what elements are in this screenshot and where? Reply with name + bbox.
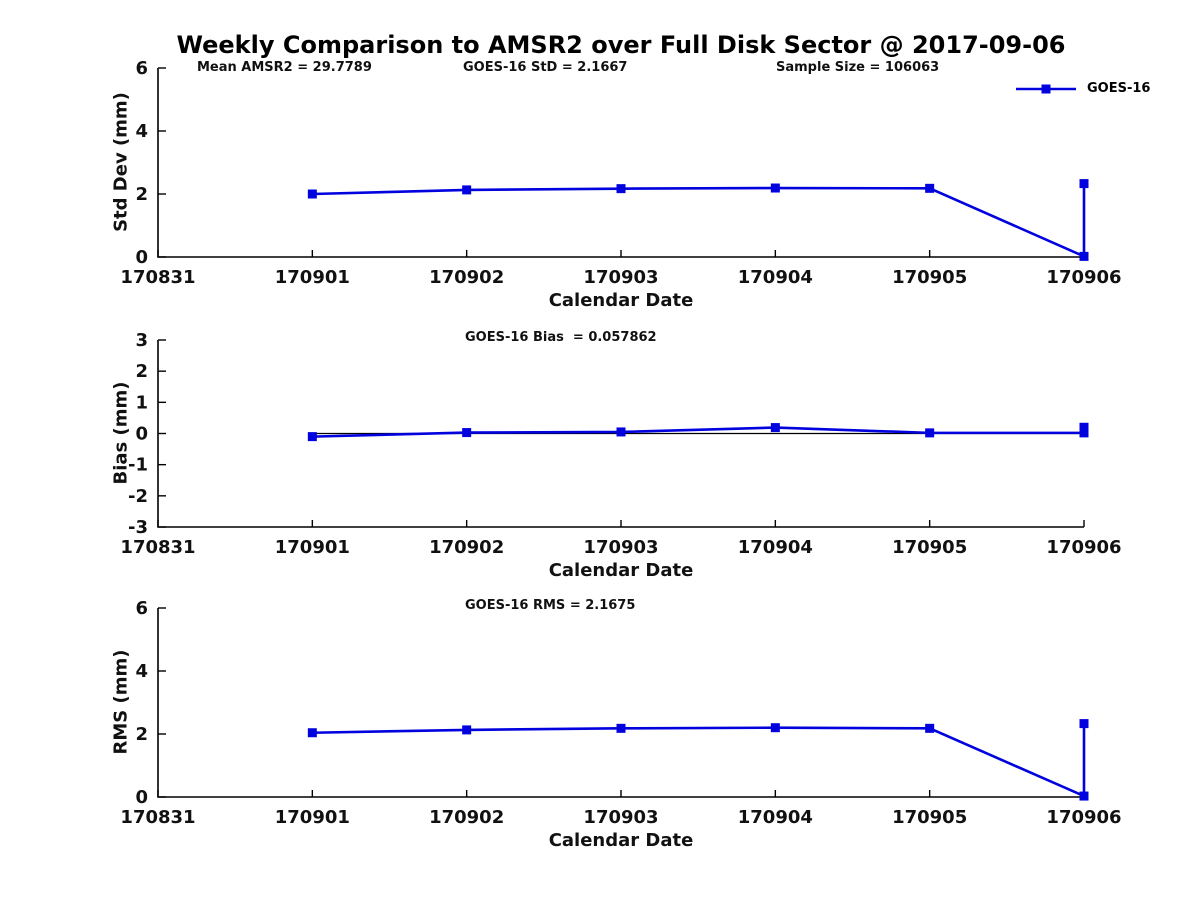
x-tick-label: 170902 [429,537,504,558]
annotation-sample-size: Sample Size = 106063 [776,60,940,75]
figure-title: Weekly Comparison to AMSR2 over Full Dis… [176,31,1066,59]
x-tick-label: 170904 [738,807,813,828]
data-point-marker [925,723,935,733]
x-tick-label: 170831 [120,537,195,558]
axis-line [157,68,1084,258]
y-tick-label: 3 [135,330,148,351]
data-point-marker [1079,791,1089,801]
data-point-marker [925,183,935,193]
rms-y-axis-label: RMS (mm) [110,649,132,755]
data-point-marker [1079,422,1089,432]
x-tick-label: 170902 [429,267,504,288]
legend-line-marker-icon [1016,84,1076,93]
x-tick-label: 170903 [583,537,658,558]
data-point-marker [462,725,472,735]
stddev-y-axis-label: Std Dev (mm) [110,92,132,232]
annotation-goes16-bias: GOES-16 Bias = 0.057862 [465,330,657,345]
data-point-marker [770,423,780,433]
data-point-marker [770,183,780,193]
x-tick-label: 170906 [1046,537,1121,558]
data-point-marker [462,428,472,438]
y-tick-label: 2 [135,361,148,382]
annotation-goes16-rms: GOES-16 RMS = 2.1675 [465,598,636,613]
data-point-marker [307,432,317,442]
x-tick-label: 170831 [120,807,195,828]
data-point-marker [616,723,626,733]
x-tick-label: 170903 [583,807,658,828]
y-tick-label: 1 [135,392,148,413]
data-point-marker [1079,719,1089,729]
x-tick-label: 170901 [275,267,350,288]
y-tick-label: 0 [135,247,148,268]
annotation-mean-amsr2: Mean AMSR2 = 29.7789 [197,60,372,75]
axis-line [157,608,1084,798]
x-tick-label: 170903 [583,267,658,288]
y-tick-label: -2 [128,486,148,507]
data-point-marker [462,185,472,195]
x-tick-label: 170831 [120,267,195,288]
y-tick-label: 0 [135,424,148,445]
y-tick-label: 6 [135,58,148,79]
data-point-marker [770,723,780,733]
data-point-marker [1079,428,1089,438]
series-line [312,723,1086,799]
legend: GOES-16 [1014,81,1150,96]
data-point-marker [307,728,317,738]
x-tick-label: 170905 [892,267,967,288]
series-line [312,183,1086,259]
y-tick-label: 2 [135,184,148,205]
data-point-marker [616,427,626,437]
bias-y-axis-label: Bias (mm) [110,381,132,485]
y-tick-label: -3 [128,517,148,538]
data-point-marker [616,184,626,194]
x-tick-label: 170906 [1046,267,1121,288]
rms-x-axis-label: Calendar Date [548,830,694,851]
data-point-marker [1079,251,1089,261]
y-tick-label: 0 [135,787,148,808]
y-tick-label: 4 [135,661,148,682]
bias-x-axis-label: Calendar Date [548,560,694,581]
series-line [312,426,1086,438]
y-tick-label: 6 [135,598,148,619]
x-tick-label: 170902 [429,807,504,828]
y-tick-label: -1 [128,455,148,476]
x-tick-label: 170901 [275,537,350,558]
data-point-marker [1079,179,1089,189]
x-tick-label: 170906 [1046,807,1121,828]
x-tick-label: 170904 [738,537,813,558]
x-tick-label: 170905 [892,807,967,828]
x-tick-label: 170904 [738,267,813,288]
stddev-x-axis-label: Calendar Date [548,290,694,311]
annotation-goes16-std: GOES-16 StD = 2.1667 [463,60,628,75]
x-tick-label: 170905 [892,537,967,558]
y-tick-label: 4 [135,121,148,142]
data-point-marker [307,189,317,199]
x-tick-label: 170901 [275,807,350,828]
y-tick-label: 2 [135,724,148,745]
legend-entry-goes16: GOES-16 [1087,81,1151,96]
data-point-marker [925,428,935,438]
